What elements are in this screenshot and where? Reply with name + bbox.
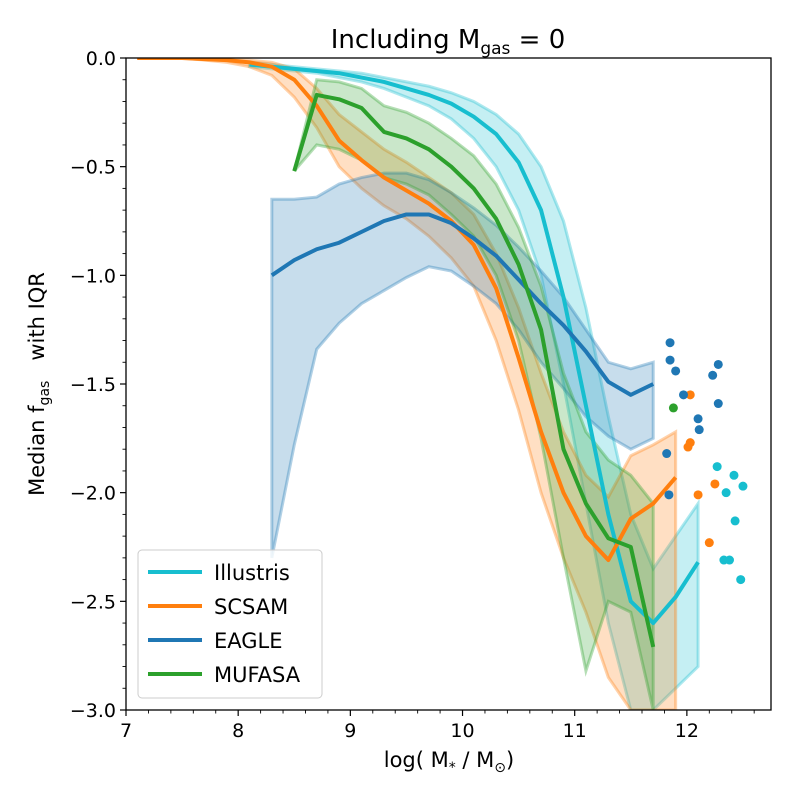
- illustris-scatter-point: [719, 555, 729, 565]
- mufasa-iqr-band: [292, 78, 655, 710]
- y-tick-label: −1.5: [70, 374, 116, 396]
- illustris-scatter-point: [738, 481, 748, 491]
- eagle-iqr-band: [270, 171, 655, 559]
- y-axis-label: Median fgas with IQR: [25, 272, 53, 496]
- eagle-scatter-point: [708, 370, 718, 380]
- legend-label-scsam: SCSAM: [214, 595, 288, 619]
- y-tick-label: −3.0: [70, 700, 116, 722]
- y-tick-label: −2.5: [70, 591, 116, 613]
- legend-label-mufasa: MUFASA: [214, 663, 301, 687]
- x-tick-label: 9: [344, 720, 356, 742]
- illustris-median-line: [249, 62, 700, 626]
- y-tick-label: −0.5: [70, 157, 116, 179]
- y-axis-ticks: 0.0 −0.5 −1.0 −1.5 −2.0 −2.5 −3.0: [70, 48, 126, 722]
- x-axis-ticks: 7 8 9 10 11 12: [120, 710, 755, 742]
- illustris-scatter-point: [712, 462, 722, 472]
- eagle-scatter-point: [671, 366, 681, 376]
- scsam-scatter-point: [685, 390, 695, 400]
- legend-label-illustris: Illustris: [214, 561, 290, 585]
- scatter-points: [662, 338, 748, 585]
- legend-box: [137, 549, 323, 699]
- legend: Illustris SCSAM EAGLE MUFASA: [137, 549, 323, 699]
- eagle-scatter-point: [662, 449, 672, 459]
- eagle-scatter-point: [679, 390, 689, 400]
- legend-label-eagle: EAGLE: [214, 629, 283, 653]
- scsam-scatter-point: [693, 490, 703, 500]
- eagle-scatter-point: [665, 338, 675, 348]
- mufasa-median-line: [292, 92, 656, 648]
- eagle-scatter-point: [713, 399, 723, 409]
- chart-title: Including Mgas = 0: [331, 25, 566, 59]
- x-axis-label: log( M* / M⊙): [384, 748, 514, 776]
- eagle-scatter-point: [665, 355, 675, 365]
- x-tick-label: 8: [232, 720, 244, 742]
- scsam-scatter-point: [704, 538, 714, 548]
- illustris-scatter-point: [736, 575, 746, 585]
- x-tick-label: 11: [563, 720, 587, 742]
- y-tick-label: −1.0: [70, 265, 116, 287]
- scsam-scatter-point: [683, 442, 693, 452]
- x-tick-label: 7: [120, 720, 132, 742]
- eagle-scatter-point: [693, 414, 703, 424]
- scsam-scatter-point: [710, 479, 720, 489]
- illustris-scatter-point: [729, 470, 739, 480]
- scsam-median-line: [137, 58, 678, 563]
- x-tick-label: 10: [450, 720, 474, 742]
- illustris-scatter-point: [730, 516, 740, 526]
- illustris-scatter-point: [721, 488, 731, 498]
- y-tick-label: 0.0: [86, 48, 116, 70]
- x-tick-label: 12: [675, 720, 699, 742]
- mufasa-scatter-point: [668, 403, 678, 413]
- eagle-median-line: [270, 212, 655, 397]
- eagle-scatter-point: [713, 359, 723, 369]
- y-tick-label: −2.0: [70, 483, 116, 505]
- eagle-scatter-point: [694, 425, 704, 435]
- median-lines: [137, 58, 700, 648]
- eagle-scatter-point: [664, 490, 674, 500]
